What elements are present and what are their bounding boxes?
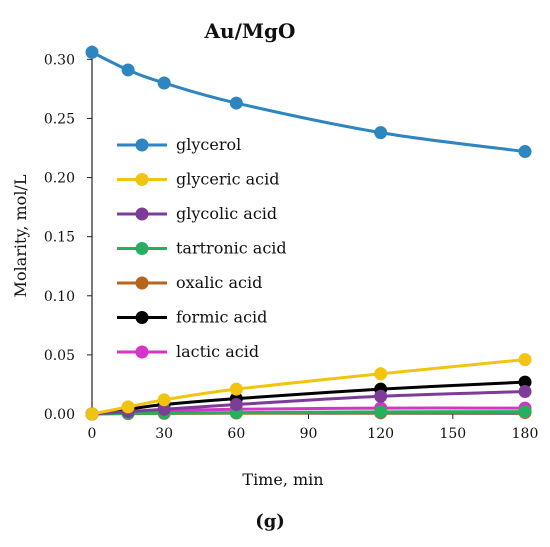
chart-title: Au/MgO bbox=[204, 19, 296, 43]
data-point bbox=[85, 407, 99, 421]
data-point bbox=[157, 76, 171, 90]
legend-swatch-marker bbox=[135, 276, 149, 290]
legend-item: glycolic acid bbox=[117, 204, 277, 223]
legend-item: lactic acid bbox=[117, 342, 259, 361]
legend: glycerol glyceric acid glycolic acid tartro… bbox=[117, 135, 287, 361]
data-point bbox=[229, 398, 243, 412]
data-point bbox=[374, 126, 388, 140]
panel-label: (g) bbox=[255, 511, 285, 532]
data-point bbox=[229, 382, 243, 396]
data-point bbox=[374, 405, 388, 419]
y-tick-label: 0.00 bbox=[44, 407, 75, 423]
legend-label: lactic acid bbox=[176, 342, 259, 361]
data-point bbox=[157, 402, 171, 416]
data-point bbox=[157, 393, 171, 407]
legend-label: tartronic acid bbox=[176, 239, 287, 258]
legend-item: glycerol bbox=[117, 135, 241, 154]
legend-swatch-marker bbox=[135, 138, 149, 152]
data-point bbox=[374, 389, 388, 403]
series-glyceric-acid bbox=[85, 353, 532, 421]
y-ticks: 0.00 0.05 0.10 0.15 0.20 0.25 0.30 bbox=[44, 52, 92, 423]
legend-swatch-marker bbox=[135, 311, 149, 324]
x-tick-label: 30 bbox=[155, 426, 173, 442]
y-tick-label: 0.20 bbox=[44, 171, 75, 187]
plot-series bbox=[85, 45, 532, 421]
data-point bbox=[85, 45, 99, 59]
x-axis-label: Time, min bbox=[242, 470, 323, 489]
data-point bbox=[518, 353, 532, 367]
data-point bbox=[229, 96, 243, 110]
x-tick-label: 90 bbox=[300, 426, 318, 442]
legend-item: oxalic acid bbox=[117, 273, 262, 292]
data-point bbox=[518, 385, 532, 399]
legend-item: tartronic acid bbox=[117, 239, 287, 258]
legend-label: glyceric acid bbox=[176, 170, 280, 189]
legend-swatch-marker bbox=[135, 345, 149, 359]
data-point bbox=[518, 405, 532, 419]
series-glycerol bbox=[85, 45, 532, 159]
data-point bbox=[121, 400, 135, 414]
data-point bbox=[518, 375, 532, 389]
y-axis-label: Molarity, mol/L bbox=[11, 174, 30, 297]
x-tick-label: 150 bbox=[439, 426, 466, 442]
legend-item: glyceric acid bbox=[117, 170, 280, 189]
y-tick-label: 0.05 bbox=[44, 348, 75, 364]
x-tick-label: 60 bbox=[227, 426, 245, 442]
legend-label: glycerol bbox=[176, 135, 241, 154]
data-point bbox=[518, 145, 532, 159]
legend-swatch-marker bbox=[135, 207, 149, 221]
data-point bbox=[121, 63, 135, 77]
axes bbox=[91, 45, 529, 415]
legend-label: formic acid bbox=[176, 308, 267, 327]
legend-label: glycolic acid bbox=[176, 204, 277, 223]
y-tick-label: 0.25 bbox=[44, 111, 75, 127]
y-tick-label: 0.15 bbox=[44, 230, 75, 246]
legend-swatch-marker bbox=[135, 242, 149, 255]
legend-swatch-marker bbox=[135, 173, 149, 186]
legend-item: formic acid bbox=[117, 308, 267, 327]
x-tick-label: 120 bbox=[367, 426, 394, 442]
x-tick-label: 0 bbox=[88, 426, 97, 442]
series-line bbox=[91, 50, 526, 154]
x-tick-label: 180 bbox=[512, 426, 539, 442]
x-ticks: 0 30 60 90 120 150 180 bbox=[88, 414, 539, 442]
legend-label: oxalic acid bbox=[176, 273, 262, 292]
y-tick-label: 0.10 bbox=[44, 289, 75, 305]
y-tick-label: 0.30 bbox=[44, 52, 75, 68]
data-point bbox=[374, 367, 388, 381]
